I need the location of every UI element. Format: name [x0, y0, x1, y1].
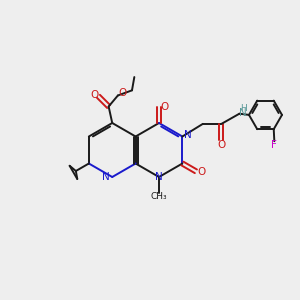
Text: O: O [197, 167, 206, 177]
Text: N: N [154, 172, 162, 182]
Text: O: O [218, 140, 226, 150]
Text: CH₃: CH₃ [151, 192, 167, 201]
Text: O: O [160, 102, 168, 112]
Text: N: N [184, 130, 192, 140]
Text: N: N [102, 172, 110, 182]
Text: F: F [272, 140, 277, 150]
Text: O: O [90, 89, 98, 100]
Text: N: N [239, 107, 247, 118]
Text: O: O [118, 88, 127, 98]
Text: H: H [240, 104, 247, 113]
